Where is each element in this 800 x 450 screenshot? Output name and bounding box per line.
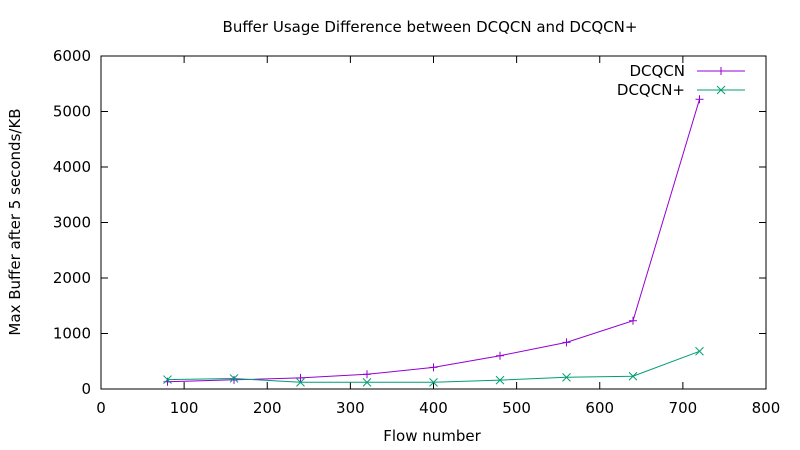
legend: DCQCN DCQCN+ (617, 62, 745, 99)
y-tick-label: 4000 (53, 158, 91, 176)
x-tick-label: 500 (502, 399, 531, 417)
legend-marker-dcqcn-plus (716, 85, 726, 95)
chart-title: Buffer Usage Difference between DCQCN an… (223, 18, 638, 36)
x-tick-label: 400 (419, 399, 448, 417)
series-line-dcqcn (167, 99, 700, 383)
data-point-dcqcn-plus (296, 377, 305, 387)
data-point-dcqcn-plus (628, 371, 638, 381)
legend-marker-dcqcn (717, 67, 725, 75)
legend-label-dcqcn-plus: DCQCN+ (617, 81, 685, 99)
x-tick-label: 800 (752, 399, 781, 417)
data-point-dcqcn (562, 338, 571, 347)
y-tick-label: 6000 (53, 47, 91, 65)
y-tick-label: 5000 (53, 103, 91, 121)
x-tick-label: 0 (96, 399, 106, 417)
data-point-dcqcn-plus (495, 375, 505, 385)
series-dcqcn (163, 95, 704, 386)
data-point-dcqcn (429, 363, 438, 372)
x-tick-label: 200 (253, 399, 282, 417)
series-layer (163, 95, 704, 387)
data-point-dcqcn (363, 370, 371, 379)
data-point-dcqcn-plus (562, 372, 571, 382)
data-point-dcqcn-plus (229, 374, 239, 383)
x-tick-label: 100 (170, 399, 199, 417)
data-point-dcqcn (629, 316, 637, 325)
y-tick-label: 3000 (53, 214, 91, 232)
y-tick-label: 2000 (53, 269, 91, 287)
plot-frame (100, 55, 767, 390)
data-point-dcqcn-plus (362, 377, 372, 387)
data-point-dcqcn-plus (695, 346, 704, 356)
y-axis-label: Max Buffer after 5 seconds/KB (6, 108, 24, 335)
data-point-dcqcn (230, 375, 238, 384)
legend-label-dcqcn: DCQCN (629, 62, 685, 80)
data-point-dcqcn-plus (163, 375, 172, 384)
data-point-dcqcn (496, 351, 504, 360)
legend-marker-glyph-dcqcn-plus (716, 85, 726, 95)
y-tick-label: 1000 (53, 325, 91, 343)
y-tick-label: 0 (81, 380, 91, 398)
y-axis: 0 1000 2000 3000 4000 5000 6000 (53, 47, 766, 398)
data-point-dcqcn (296, 373, 305, 382)
x-axis: 0 100 200 300 400 500 600 700 800 (96, 56, 780, 417)
data-point-dcqcn (695, 95, 704, 104)
x-tick-label: 700 (669, 399, 698, 417)
series-dcqcn-plus (163, 346, 704, 387)
legend-item-dcqcn-plus: DCQCN+ (617, 81, 745, 99)
legend-marker-glyph-dcqcn (717, 67, 725, 75)
x-tick-label: 600 (585, 399, 614, 417)
x-tick-label: 300 (336, 399, 365, 417)
x-axis-label: Flow number (383, 427, 481, 445)
legend-item-dcqcn: DCQCN (629, 62, 745, 80)
data-point-dcqcn-plus (429, 377, 438, 387)
